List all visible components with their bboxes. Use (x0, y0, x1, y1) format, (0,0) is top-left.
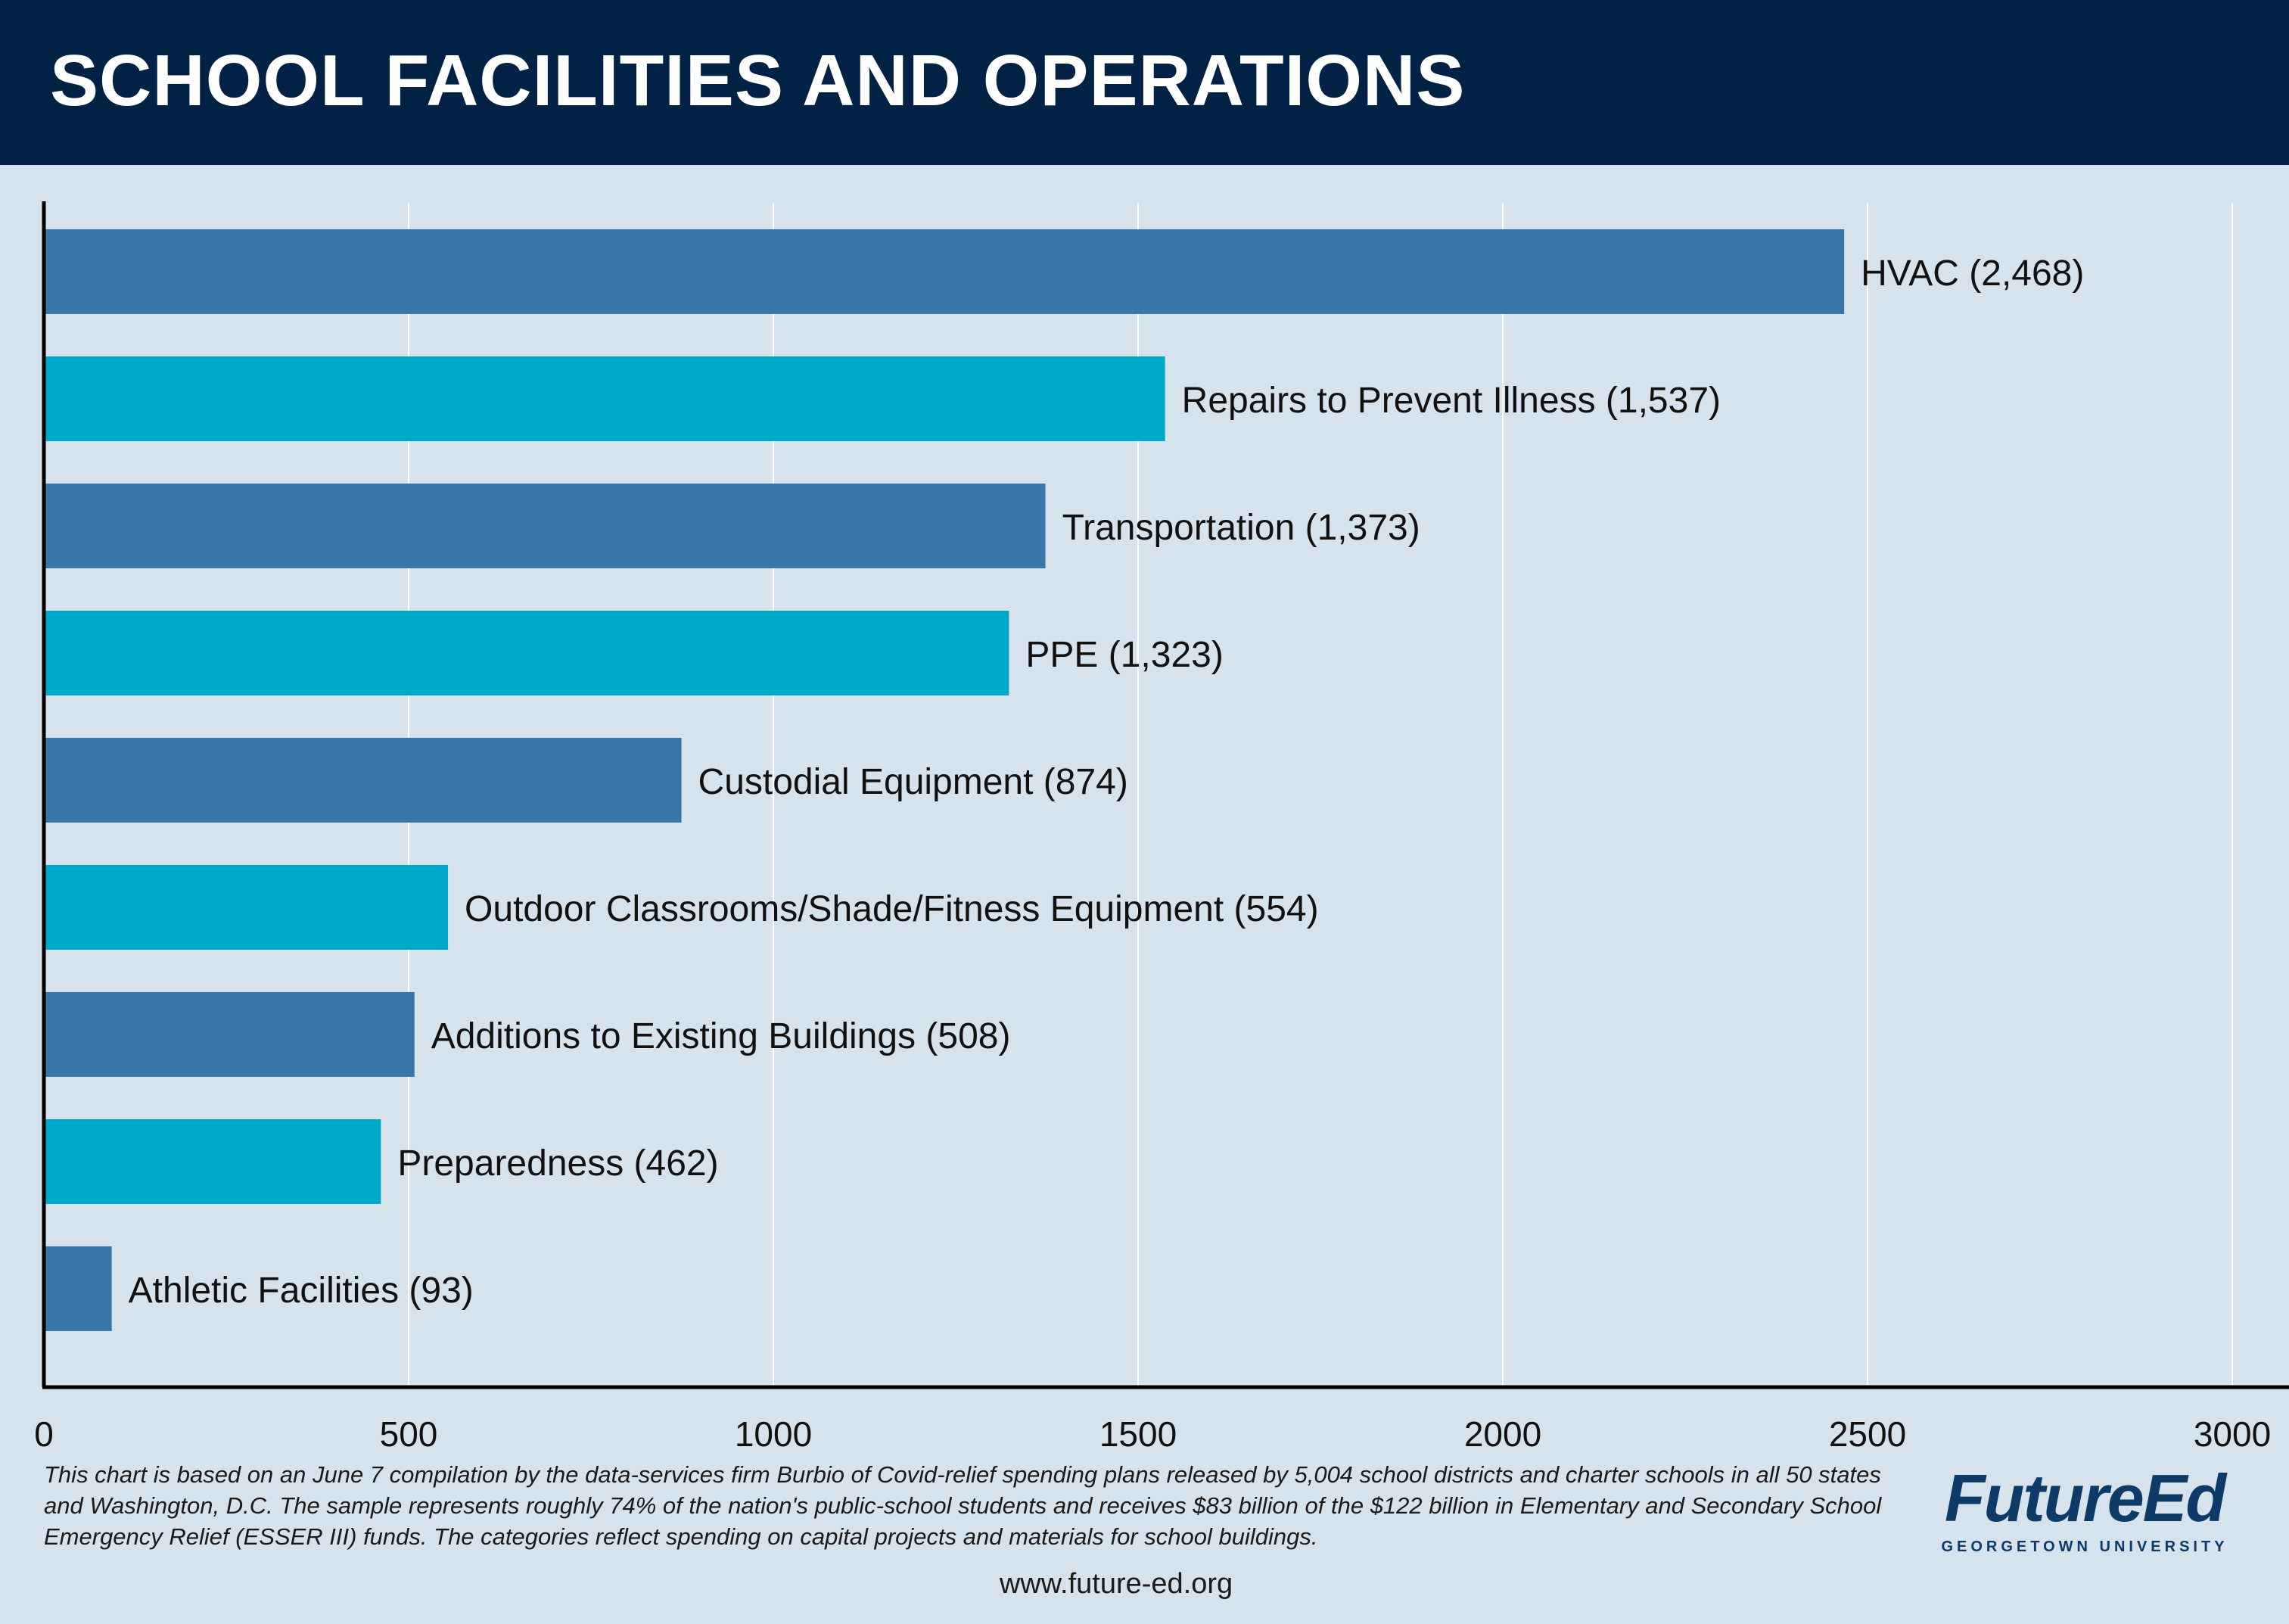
bar-label: Additions to Existing Buildings (508) (431, 1016, 1011, 1056)
x-tick-label: 1500 (1099, 1414, 1177, 1451)
bar-label: PPE (1,323) (1025, 635, 1223, 675)
bar (44, 611, 1009, 695)
bar (44, 229, 1845, 314)
page-title: SCHOOL FACILITIES AND OPERATIONS (50, 40, 1466, 121)
bar (44, 992, 415, 1077)
bar-label: Repairs to Prevent Illness (1,537) (1182, 381, 1721, 421)
x-tick-label: 500 (380, 1414, 438, 1451)
bar (44, 484, 1046, 568)
x-tick-label: 0 (34, 1414, 54, 1451)
x-tick-label: 3000 (2194, 1414, 2271, 1451)
logo-subtitle: GEORGETOWN UNIVERSITY (1941, 1538, 2228, 1555)
bar-label: Outdoor Classrooms/Shade/Fitness Equipme… (465, 889, 1319, 929)
x-tick-label: 2000 (1464, 1414, 1541, 1451)
logo-wordmark: FutureEd (1944, 1461, 2226, 1535)
bar (44, 1246, 112, 1331)
futureed-logo: FutureEd GEORGETOWN UNIVERSITY (1937, 1464, 2232, 1556)
website-url[interactable]: www.future-ed.org (999, 1568, 1233, 1600)
x-tick-label: 2500 (1829, 1414, 1906, 1451)
bar-label: Athletic Facilities (93) (129, 1271, 474, 1311)
bar-label: HVAC (2,468) (1861, 254, 2084, 294)
x-tick-label: 1000 (735, 1414, 812, 1451)
title-banner: SCHOOL FACILITIES AND OPERATIONS (0, 0, 2289, 165)
bar-chart: HVAC (2,468) Repairs to Prevent Illness (… (34, 201, 2289, 1451)
bar (44, 356, 1165, 441)
bar-label: Custodial Equipment (874) (698, 762, 1128, 802)
bar (44, 865, 449, 950)
bar-label: Transportation (1,373) (1062, 508, 1420, 548)
bar-label: Preparedness (462) (397, 1143, 718, 1184)
chart-footnote: This chart is based on an June 7 compila… (44, 1461, 1882, 1550)
bar (44, 1119, 381, 1204)
bar (44, 738, 682, 823)
